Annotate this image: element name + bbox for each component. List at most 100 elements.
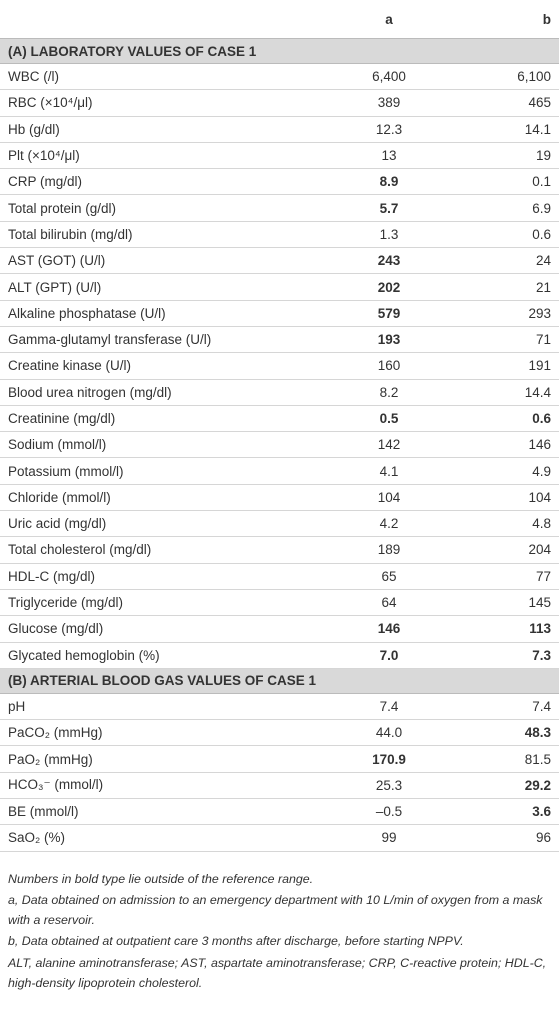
row-label: WBC (/l) [0, 63, 316, 91]
data-row: Creatine kinase (U/l) 160 191 [0, 352, 559, 380]
value-cell: 19 [462, 142, 559, 170]
data-row: AST (GOT) (U/l) 243 24 [0, 247, 559, 275]
section-row: (A) LABORATORY VALUES OF CASE 1 [0, 38, 559, 64]
value-cell: 146 [462, 431, 559, 459]
row-label: PaO₂ (mmHg) [0, 745, 316, 773]
value-cell: 96 [462, 824, 559, 852]
row-label: ALT (GPT) (U/l) [0, 273, 316, 301]
row-label: HCO₃⁻ (mmol/l) [0, 772, 316, 800]
row-label: AST (GOT) (U/l) [0, 247, 316, 275]
row-label: Glucose (mg/dl) [0, 615, 316, 643]
data-row: BE (mmol/l) –0.5 3.6 [0, 798, 559, 826]
row-label: HDL-C (mg/dl) [0, 563, 316, 590]
value-cell: 160 [316, 352, 462, 380]
value-cell: 0.5 [316, 405, 462, 433]
value-cell: 8.9 [316, 168, 462, 196]
footnote: Numbers in bold type lie outside of the … [8, 871, 314, 886]
row-label: Potassium (mmol/l) [0, 457, 316, 485]
value-cell: 4.9 [462, 457, 559, 485]
value-cell: 99 [316, 824, 462, 852]
data-row: SaO₂ (%) 99 96 [0, 824, 559, 852]
value-cell: 5.7 [316, 194, 462, 222]
row-label: Triglyceride (mg/dl) [0, 589, 316, 617]
value-cell: 293 [462, 300, 559, 327]
value-cell: 29.2 [462, 772, 559, 800]
data-row: Total cholesterol (mg/dl) 189 204 [0, 536, 559, 564]
value-cell: 3.6 [462, 798, 559, 826]
section-row: (B) ARTERIAL BLOOD GAS VALUES OF CASE 1 [0, 668, 559, 694]
data-row: Alkaline phosphatase (U/l) 579 293 [0, 300, 559, 327]
value-cell: 7.0 [316, 642, 462, 669]
value-cell: 77 [462, 563, 559, 590]
data-row: HDL-C (mg/dl) 65 77 [0, 563, 559, 590]
section-title: (A) LABORATORY VALUES OF CASE 1 [0, 38, 559, 64]
header-row: a b [0, 0, 559, 39]
value-cell: 7.4 [316, 693, 462, 721]
value-cell: 71 [462, 326, 559, 354]
value-cell: 0.6 [462, 221, 559, 249]
row-label: Total protein (g/dl) [0, 194, 316, 222]
row-label: RBC (×10⁴/μl) [0, 89, 316, 117]
row-label: Glycated hemoglobin (%) [0, 642, 316, 669]
value-cell: 193 [316, 326, 462, 354]
value-cell: 14.1 [462, 116, 559, 143]
row-label: Alkaline phosphatase (U/l) [0, 300, 316, 327]
section-title: (B) ARTERIAL BLOOD GAS VALUES OF CASE 1 [0, 668, 559, 694]
footnote: b, Data obtained at outpatient care 3 mo… [8, 934, 464, 949]
value-cell: 6.9 [462, 194, 559, 222]
row-label: Hb (g/dl) [0, 116, 316, 143]
data-row: Glucose (mg/dl) 146 113 [0, 615, 559, 643]
data-row: Creatinine (mg/dl) 0.5 0.6 [0, 405, 559, 433]
data-row: Total protein (g/dl) 5.7 6.9 [0, 194, 559, 222]
data-row: Chloride (mmol/l) 104 104 [0, 484, 559, 512]
value-cell: 145 [462, 589, 559, 617]
value-cell: 191 [462, 352, 559, 380]
data-row: ALT (GPT) (U/l) 202 21 [0, 273, 559, 301]
value-cell: 8.2 [316, 379, 462, 406]
value-cell: 6,100 [462, 63, 559, 91]
value-cell: 13 [316, 142, 462, 170]
footnote: ALT, alanine aminotransferase; AST, aspa… [8, 955, 547, 990]
row-label: Chloride (mmol/l) [0, 484, 316, 512]
value-cell: 6,400 [316, 63, 462, 91]
lab-table: a b (A) LABORATORY VALUES OF CASE 1 WBC (… [0, 0, 559, 852]
value-cell: 204 [462, 536, 559, 564]
row-label: SaO₂ (%) [0, 824, 316, 852]
value-cell: 1.3 [316, 221, 462, 249]
data-row: HCO₃⁻ (mmol/l) 25.3 29.2 [0, 772, 559, 800]
row-label: Blood urea nitrogen (mg/dl) [0, 379, 316, 406]
footnotes: Numbers in bold type lie outside of the … [0, 870, 559, 994]
value-cell: 64 [316, 589, 462, 617]
value-cell: 12.3 [316, 116, 462, 143]
footnote: a, Data obtained on admission to an emer… [8, 893, 543, 927]
row-label: CRP (mg/dl) [0, 168, 316, 196]
value-cell: 243 [316, 247, 462, 275]
row-label: PaCO₂ (mmHg) [0, 719, 316, 747]
value-cell: 4.1 [316, 457, 462, 485]
header-cell [0, 0, 316, 39]
row-label: Gamma-glutamyl transferase (U/l) [0, 326, 316, 354]
data-row: Total bilirubin (mg/dl) 1.3 0.6 [0, 221, 559, 249]
row-label: Sodium (mmol/l) [0, 431, 316, 459]
value-cell: 4.8 [462, 510, 559, 538]
row-label: Creatine kinase (U/l) [0, 352, 316, 380]
value-cell: 104 [462, 484, 559, 512]
row-label: Total bilirubin (mg/dl) [0, 221, 316, 249]
value-cell: 146 [316, 615, 462, 643]
value-cell: 189 [316, 536, 462, 564]
value-cell: 113 [462, 615, 559, 643]
value-cell: 14.4 [462, 379, 559, 406]
value-cell: 142 [316, 431, 462, 459]
value-cell: 48.3 [462, 719, 559, 747]
value-cell: 389 [316, 89, 462, 117]
row-label: Uric acid (mg/dl) [0, 510, 316, 538]
value-cell: 0.1 [462, 168, 559, 196]
value-cell: 21 [462, 273, 559, 301]
value-cell: 7.4 [462, 693, 559, 721]
data-row: Hb (g/dl) 12.3 14.1 [0, 116, 559, 143]
row-label: Creatinine (mg/dl) [0, 405, 316, 433]
data-row: Plt (×10⁴/μl) 13 19 [0, 142, 559, 170]
data-row: Potassium (mmol/l) 4.1 4.9 [0, 457, 559, 485]
data-row: Triglyceride (mg/dl) 64 145 [0, 589, 559, 617]
